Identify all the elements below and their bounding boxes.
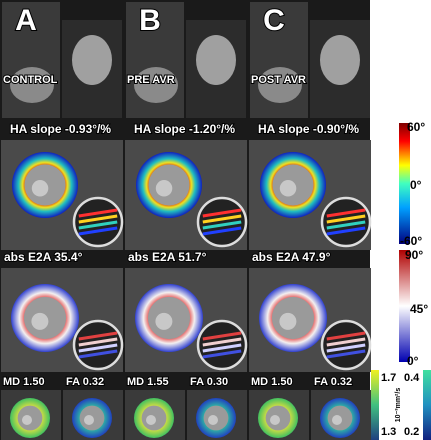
fa-heart-cavity-detail <box>84 415 94 425</box>
panel-texts: A CONTROL HA slope -0.93°/% abs E2A 35.4° MD… <box>2 3 360 389</box>
e2a-heart-cavity-detail <box>279 312 297 330</box>
md-value: MD 1.50 <box>3 376 45 388</box>
ha-bottom: -60° <box>400 234 422 248</box>
ha-inset-fiber <box>202 208 242 218</box>
e2a-colorbar <box>399 250 410 362</box>
scout-anatomy <box>258 67 302 103</box>
panel-label: PRE AVR <box>127 74 175 86</box>
e2a-inset-fiber <box>326 343 366 353</box>
md-bottom: 1.3 <box>381 426 396 438</box>
e2a-inset-fiber <box>326 349 366 359</box>
e2a-inset-fiber <box>202 337 242 347</box>
ha-inset-fiber <box>326 226 366 236</box>
ha-top: 60° <box>407 120 425 134</box>
e2a-value: abs E2A 35.4° <box>4 250 83 264</box>
scout-anatomy <box>10 67 54 103</box>
fa-top: 0.4 <box>404 372 420 384</box>
md-heart-cavity-detail <box>22 415 32 425</box>
e2a-inset-fiber <box>202 349 242 359</box>
e2a-value: abs E2A 47.9° <box>252 250 331 264</box>
ha-mid: 0° <box>410 178 422 192</box>
md-colorbar <box>371 370 379 440</box>
ha-inset-fiber <box>78 208 118 218</box>
e2a-inset-fiber <box>326 331 366 341</box>
e2a-value: abs E2A 51.7° <box>128 250 207 264</box>
ha-inset-fiber <box>202 214 242 224</box>
ha-slope: HA slope -0.93°/% <box>10 122 111 136</box>
panel-letter: C <box>263 4 285 37</box>
ha-inset-fiber <box>78 220 118 230</box>
ha-inset-fiber <box>326 214 366 224</box>
e2a-heart-cavity-detail <box>155 312 173 330</box>
e2a-inset-fiber <box>202 331 242 341</box>
scout-anatomy <box>134 67 178 103</box>
ha-heart-cavity-detail <box>155 180 173 197</box>
ha-slope: HA slope -0.90°/% <box>258 122 359 136</box>
e2a-top: 90° <box>405 248 423 262</box>
fa-value: FA 0.32 <box>314 376 352 388</box>
panels <box>1 2 372 440</box>
e2a-inset-fiber <box>202 343 242 353</box>
e2a-inset-fiber <box>78 337 118 347</box>
e2a-inset-fiber <box>78 349 118 359</box>
md-top: 1.7 <box>381 372 396 384</box>
panel-label: CONTROL <box>3 74 58 86</box>
ha-inset-fiber <box>202 226 242 236</box>
fa-bottom: 0.2 <box>404 426 419 438</box>
fa-colorbar <box>423 370 431 440</box>
fa-value: FA 0.32 <box>66 376 104 388</box>
md-value: MD 1.50 <box>251 376 293 388</box>
panel-label: POST AVR <box>251 74 306 86</box>
ha-colorbar <box>399 123 410 244</box>
md-heart-cavity-detail <box>270 415 280 425</box>
ha-inset-fiber <box>202 220 242 230</box>
e2a-inset-fiber <box>78 331 118 341</box>
fa-heart-cavity-detail <box>332 415 342 425</box>
panel-letter: A <box>15 4 37 37</box>
md-heart-cavity-detail <box>146 415 156 425</box>
ha-slope: HA slope -1.20°/% <box>134 122 235 136</box>
cine-anatomy <box>320 35 360 85</box>
e2a-heart-cavity-detail <box>31 312 49 330</box>
ha-inset-fiber <box>78 214 118 224</box>
fa-heart-cavity-detail <box>208 415 218 425</box>
e2a-inset-fiber <box>78 343 118 353</box>
e2a-bottom: 0° <box>407 354 419 368</box>
cine-anatomy <box>72 35 112 85</box>
ha-inset-fiber <box>78 226 118 236</box>
ha-inset-fiber <box>326 220 366 230</box>
ha-inset-fiber <box>326 208 366 218</box>
cine-anatomy <box>196 35 236 85</box>
ha-heart-cavity-detail <box>31 180 49 197</box>
e2a-mid: 45° <box>410 302 428 316</box>
md-value: MD 1.55 <box>127 376 169 388</box>
fa-value: FA 0.30 <box>190 376 228 388</box>
md-unit: 10⁻³mm²/s <box>395 388 402 423</box>
panel-letter: B <box>139 4 161 37</box>
e2a-inset-fiber <box>326 337 366 347</box>
ha-heart-cavity-detail <box>279 180 297 197</box>
